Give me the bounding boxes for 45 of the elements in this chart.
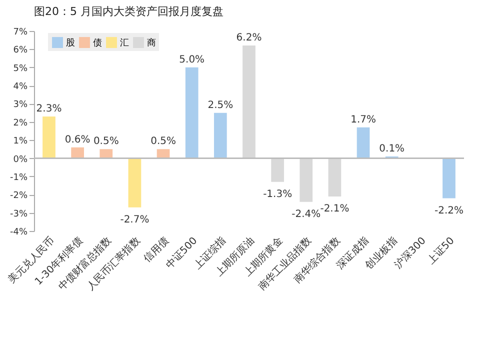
y-tick-label: 0%: [13, 154, 28, 165]
data-label: 2.5%: [208, 100, 234, 111]
bar: [156, 149, 170, 158]
y-tick-label: -4%: [10, 228, 28, 238]
data-label: 6.2%: [236, 32, 262, 44]
bar: [42, 116, 56, 158]
chart-title: 图20：5 月国内大类资产回报月度复盘: [34, 5, 224, 18]
data-label: -2.1%: [320, 203, 350, 214]
data-label: 0.6%: [64, 134, 90, 146]
bar: [100, 149, 113, 158]
legend-label: 汇: [120, 38, 129, 49]
bar: [328, 158, 342, 196]
bar: [128, 158, 142, 208]
legend-label: 债: [93, 38, 102, 49]
data-label: -2.7%: [120, 214, 150, 226]
data-label: 0.5%: [150, 136, 176, 148]
data-label: 0.5%: [93, 136, 119, 148]
data-label: 2.3%: [36, 103, 62, 114]
y-tick-label: 4%: [13, 82, 28, 92]
data-label: 5.0%: [179, 54, 205, 66]
bar: [71, 147, 84, 158]
y-tick-label: -3%: [10, 209, 28, 220]
y-tick-label: 5%: [13, 64, 28, 74]
y-tick-label: -2%: [10, 191, 28, 202]
y-tick-label: 6%: [13, 46, 28, 56]
y-tick-label: -1%: [10, 172, 28, 183]
bar: [185, 67, 198, 158]
bar: [356, 127, 370, 158]
legend-label: 商: [147, 38, 156, 49]
legend-label: 股: [66, 38, 75, 49]
data-label: -1.3%: [263, 188, 292, 200]
data-label: -2.4%: [292, 208, 321, 220]
bar: [242, 46, 256, 158]
y-tick-label: 7%: [13, 28, 28, 38]
data-label: -2.2%: [434, 205, 464, 216]
bar: [214, 112, 227, 158]
y-tick-label: 1%: [13, 136, 28, 147]
bar: [300, 158, 313, 202]
data-label: 0.1%: [379, 143, 405, 154]
bar: [442, 158, 456, 198]
y-tick-label: 3%: [13, 100, 28, 110]
data-label: 1.7%: [350, 114, 376, 126]
bar: [271, 158, 284, 182]
x-tick-label: 上证50: [425, 234, 457, 266]
y-tick-label: 2%: [13, 118, 28, 128]
